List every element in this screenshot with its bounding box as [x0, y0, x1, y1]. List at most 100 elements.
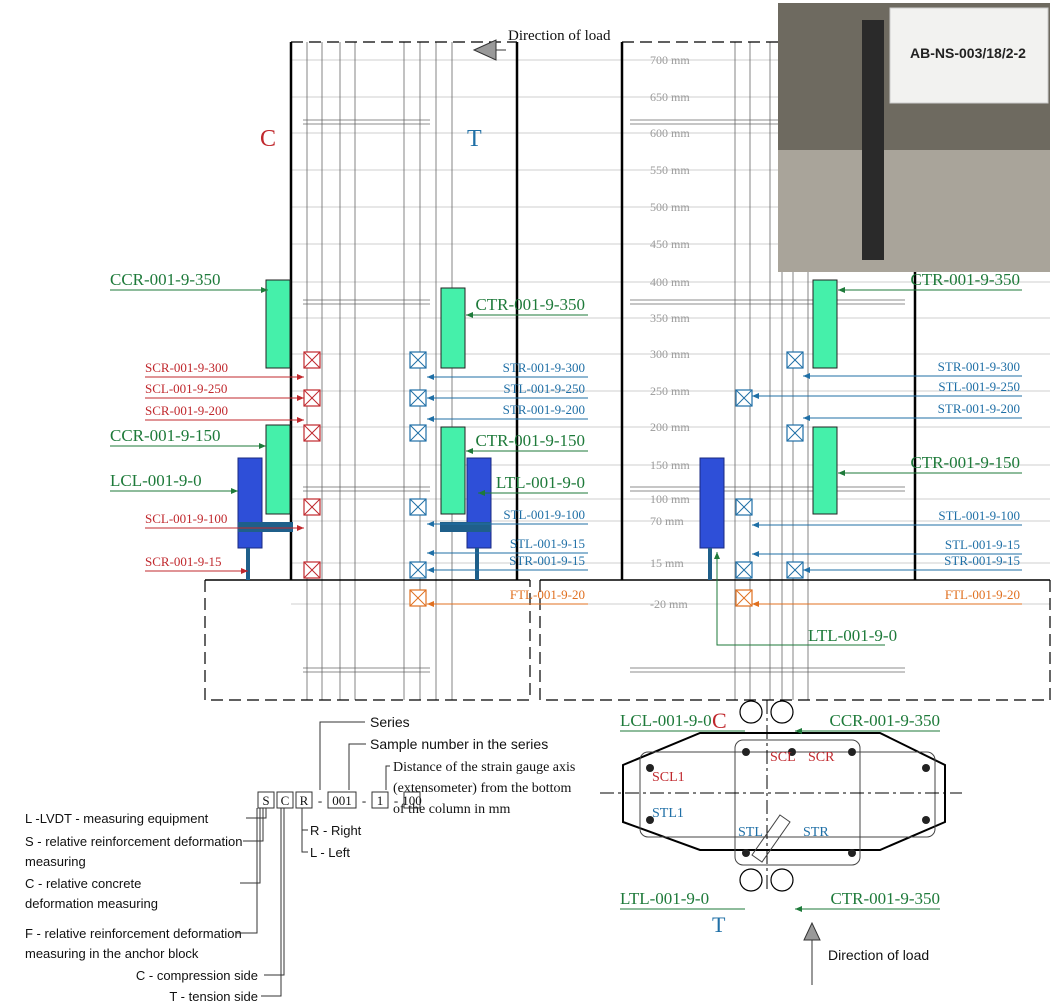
sensor-label: SCR-001-9-300 [145, 360, 228, 375]
gauge-cross [303, 498, 321, 516]
legend-text: R - Right [310, 823, 362, 838]
gauge-cross [735, 498, 753, 516]
legend-line [243, 808, 264, 842]
load-arrow [472, 39, 497, 61]
sensor-label: STR-001-9-15 [944, 553, 1020, 568]
legend-text: L - Left [310, 845, 350, 860]
gauge-cross [735, 589, 753, 607]
height-label: 15 mm [650, 556, 684, 570]
legend-text: L -LVDT - measuring equipment [25, 811, 209, 826]
height-label: 100 mm [650, 492, 690, 506]
sensor-label: STR-001-9-200 [938, 401, 1020, 416]
lvdt-symbol [770, 700, 794, 724]
legend-text: Distance of the strain gauge axis [393, 760, 575, 775]
legend-text: S - relative reinforcement deformation [25, 834, 242, 849]
sensor-label: STL-001-9-250 [503, 381, 585, 396]
rebar [848, 748, 856, 756]
lvdt-symbol [739, 700, 763, 724]
sensor-label: CTR-001-9-150 [910, 453, 1020, 472]
concrete-gauge [265, 424, 291, 515]
code-text: C [281, 793, 290, 808]
sensor-label: FTL-001-9-20 [510, 587, 585, 602]
concrete-gauge [812, 426, 838, 515]
gauge-symbol [751, 814, 791, 863]
sensor-label: LTL-001-9-0 [808, 626, 897, 645]
tension-mark: T [712, 912, 726, 937]
sensor-label: STL-001-9-15 [510, 536, 585, 551]
legend-text: deformation measuring [25, 896, 158, 911]
height-label: 500 mm [650, 200, 690, 214]
height-label: 650 mm [650, 90, 690, 104]
height-label: 250 mm [650, 384, 690, 398]
code-box [276, 791, 294, 809]
code-text: - [318, 793, 322, 808]
sensor-label: STR-001-9-300 [503, 360, 585, 375]
concrete-gauge [440, 426, 466, 515]
leader-line [714, 552, 885, 646]
legend-text: (extensometer) from the bottom [393, 781, 572, 796]
concrete-gauge [440, 287, 466, 369]
code-text: 1 [377, 793, 384, 808]
lvdt [699, 457, 725, 549]
legend-text: C - relative concrete [25, 876, 141, 891]
code-text: 100 [402, 793, 422, 808]
rebar [788, 748, 796, 756]
legend-line [261, 808, 282, 997]
sensor-label: SCL-001-9-250 [145, 381, 227, 396]
height-label: -20 mm [650, 597, 688, 611]
gauge-cross [303, 424, 321, 442]
lvdt-bracket [440, 522, 491, 532]
lvdt [466, 457, 492, 549]
bar-label: SCR [808, 750, 835, 765]
legend-line [246, 808, 267, 819]
lvdt-symbol [770, 868, 794, 892]
gauge-cross [409, 389, 427, 407]
bar-label: STR [803, 825, 829, 840]
sensor-label: SCL-001-9-100 [145, 511, 227, 526]
sensor-label: LCL-001-9-0 [620, 711, 712, 730]
legend-text: T - tension side [169, 989, 258, 1004]
code-text: R [300, 793, 309, 808]
legend-line [301, 808, 308, 853]
direction-label: Direction of load [828, 947, 929, 963]
sensor-label: STL-001-9-250 [938, 379, 1020, 394]
legend-line [385, 765, 390, 790]
load-arrow [803, 921, 821, 941]
legend-line [237, 808, 258, 934]
gauge-cross [409, 351, 427, 369]
sensor-label: CTR-001-9-350 [910, 270, 1020, 289]
legend-text: measuring in the anchor block [25, 946, 199, 961]
sensor-label: STL-001-9-100 [938, 508, 1020, 523]
legend-text: Series [370, 714, 410, 730]
sensor-label: SCR-001-9-15 [145, 554, 222, 569]
legend-text: Sample number in the series [370, 736, 548, 752]
height-label: 400 mm [650, 275, 690, 289]
sensor-label: LTL-001-9-0 [620, 889, 709, 908]
sensor-label: STR-001-9-300 [938, 359, 1020, 374]
gauge-cross [303, 351, 321, 369]
photo-sign-text: AB-NS-003/18/2-2 [910, 45, 1026, 61]
gauge-cross [786, 561, 804, 579]
photo-floor [778, 150, 1050, 272]
sensor-label: STR-001-9-200 [503, 402, 585, 417]
sensor-label: STL-001-9-15 [945, 537, 1020, 552]
sensor-label: STR-001-9-15 [509, 553, 585, 568]
legend-line [319, 721, 365, 790]
legend-line [264, 808, 285, 976]
rebar [742, 748, 750, 756]
stirrup [734, 739, 861, 866]
height-label: 200 mm [650, 420, 690, 434]
legend-text: measuring [25, 854, 86, 869]
sensor-label: LTL-001-9-0 [496, 473, 585, 492]
gauge-cross [786, 351, 804, 369]
legend-text: of the column in mm [393, 802, 511, 817]
lvdt-bracket [238, 522, 293, 532]
gauge-cross [786, 424, 804, 442]
photo-sign [889, 7, 1049, 104]
legend-text: F - relative reinforcement deformation [25, 926, 242, 941]
legend-line [240, 808, 261, 884]
gauge-cross [735, 561, 753, 579]
